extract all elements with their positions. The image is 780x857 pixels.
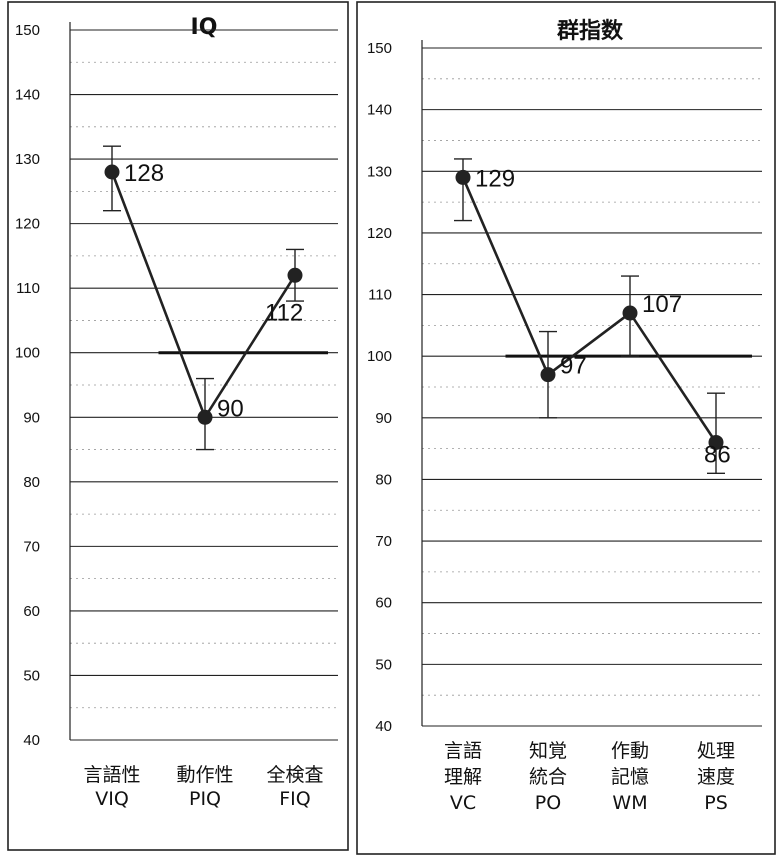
y-tick-label: 150 (367, 40, 392, 57)
y-tick-label: 100 (367, 348, 392, 365)
panel-frame (7, 1, 349, 851)
data-point (708, 434, 724, 450)
x-category-label: VC (450, 792, 476, 814)
x-category-label: 記憶 (611, 766, 649, 788)
x-category-label: WM (612, 792, 647, 814)
y-tick-label: 130 (15, 151, 40, 168)
y-tick-label: 50 (23, 667, 40, 684)
chart-title: 群指数 (557, 18, 624, 44)
y-tick-label: 80 (23, 474, 40, 491)
chart-title: IQ (191, 15, 218, 40)
error-bar (707, 392, 725, 474)
data-label: 128 (124, 160, 164, 187)
y-tick-label: 50 (375, 656, 392, 673)
data-point (540, 367, 556, 383)
y-tick-label: 150 (15, 22, 40, 39)
y-tick-label: 110 (368, 287, 392, 304)
x-category-label: 動作性 (176, 764, 233, 786)
data-point (287, 267, 303, 283)
x-category-label: 全検査 (266, 764, 323, 786)
x-category-label: PS (704, 792, 728, 814)
data-point (455, 169, 471, 185)
x-category-label: 統合 (529, 766, 567, 788)
y-tick-label: 100 (15, 345, 40, 362)
data-label: 112 (265, 299, 303, 326)
y-tick-label: 130 (367, 163, 392, 180)
series-line (461, 176, 718, 444)
panel-iq: IQ 150 140 130 120 110 100 90 80 70 60 50 40 128 90 112… (7, 1, 349, 851)
error-bar (454, 158, 472, 222)
x-category-label: 理解 (444, 766, 482, 788)
x-category-label: PO (535, 792, 561, 814)
y-tick-label: 60 (23, 603, 40, 620)
y-tick-label: 120 (367, 225, 392, 242)
y-tick-label: 80 (375, 471, 392, 488)
data-point (622, 305, 638, 321)
y-tick-label: 60 (375, 595, 392, 612)
data-label: 97 (560, 353, 587, 380)
x-category-label: 言語 (444, 740, 482, 762)
x-category-label: 作動 (611, 740, 649, 762)
panel-index: 群指数 150 140 130 120 110 100 90 80 70 60 50 40 129 97 10… (356, 1, 776, 855)
data-label: 86 (704, 441, 731, 468)
y-tick-label: 70 (23, 538, 40, 555)
x-category-label: 速度 (697, 766, 735, 788)
y-tick-label: 40 (375, 718, 392, 735)
x-category-label: 言語性 (83, 764, 140, 786)
data-label: 107 (642, 291, 682, 318)
y-tick-label: 140 (15, 87, 40, 104)
x-category-label: PIQ (189, 788, 221, 810)
data-point (104, 164, 120, 180)
data-point (197, 409, 213, 425)
x-category-label: 処理 (697, 740, 735, 762)
y-tick-label: 120 (15, 216, 40, 233)
y-tick-label: 70 (375, 533, 392, 550)
y-tick-label: 40 (23, 732, 40, 749)
x-category-label: FIQ (279, 788, 311, 810)
x-category-label: VIQ (95, 788, 129, 810)
y-tick-label: 90 (23, 409, 40, 426)
y-tick-label: 110 (16, 280, 40, 297)
y-tick-label: 90 (375, 410, 392, 427)
data-label: 129 (475, 165, 515, 192)
data-label: 90 (217, 395, 244, 422)
y-tick-label: 140 (367, 102, 392, 119)
x-category-label: 知覚 (529, 740, 567, 762)
